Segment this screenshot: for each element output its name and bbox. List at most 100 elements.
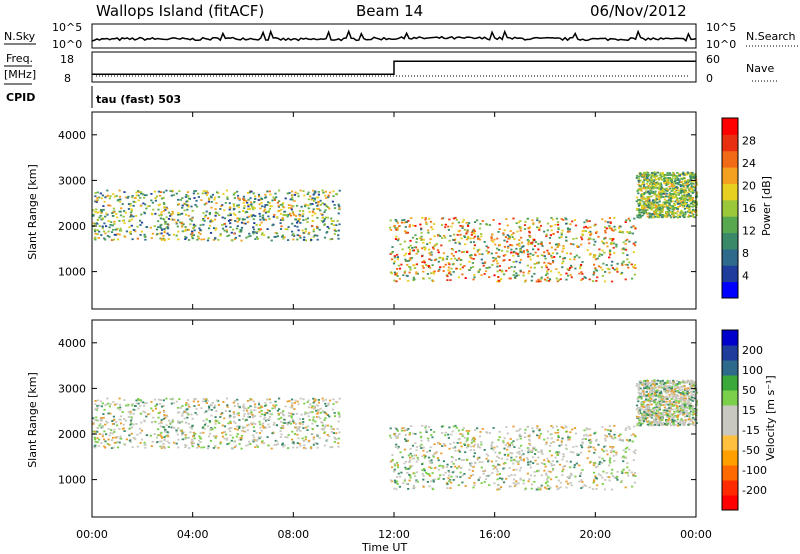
velocity-pixel <box>163 436 166 438</box>
velocity-pixel <box>608 476 611 479</box>
velocity-pixel <box>466 438 469 441</box>
power-pixel <box>160 211 163 213</box>
power-pixel <box>148 205 151 207</box>
power-pixel <box>691 173 694 175</box>
velocity-pixel <box>510 474 513 476</box>
power-pixel <box>405 232 408 234</box>
velocity-pixel <box>504 462 507 464</box>
power-pixel <box>316 216 319 219</box>
power-pixel <box>134 197 137 199</box>
power-pixel <box>421 255 424 258</box>
velocity-pixel <box>227 422 230 425</box>
power-pixel <box>543 255 546 258</box>
velocity-pixel <box>561 458 564 461</box>
power-pixel <box>264 204 267 206</box>
power-pixel <box>674 176 677 179</box>
power-pixel <box>674 180 677 183</box>
power-pixel <box>665 178 669 180</box>
power-pixel <box>651 206 654 208</box>
power-pixel <box>194 204 197 206</box>
power-pixel <box>595 232 598 234</box>
power-pixel <box>532 254 535 256</box>
velocity-pixel <box>150 445 153 447</box>
velocity-pixel <box>307 399 310 402</box>
velocity-pixel <box>108 434 111 437</box>
power-pixel <box>420 228 423 231</box>
velocity-pixel <box>100 420 103 422</box>
velocity-pixel <box>140 421 143 424</box>
power-pixel <box>666 201 669 204</box>
velocity-pixel <box>492 468 495 470</box>
power-pixel <box>477 237 480 240</box>
power-pixel <box>401 219 404 222</box>
power-pixel <box>181 230 184 233</box>
power-pixel <box>639 185 642 188</box>
power-pixel <box>242 201 245 204</box>
power-pixel <box>155 195 159 198</box>
power-pixel <box>671 174 674 176</box>
power-pixel <box>492 260 495 262</box>
velocity-pixel <box>506 442 509 445</box>
power-pixel <box>312 200 316 202</box>
velocity-pixel <box>604 428 607 431</box>
velocity-pixel <box>139 442 142 444</box>
power-pixel <box>104 215 107 218</box>
power-pixel <box>307 233 310 235</box>
freq-trace <box>92 60 696 75</box>
power-pixel <box>99 214 102 217</box>
velocity-pixel <box>244 430 247 433</box>
power-pixel <box>130 208 133 211</box>
power-pixel <box>665 199 668 202</box>
power-pixel <box>537 278 540 281</box>
velocity-pixel <box>619 433 622 436</box>
velocity-pixel <box>313 405 316 408</box>
velocity-pixel <box>292 413 295 416</box>
power-pixel <box>116 216 119 219</box>
velocity-pixel <box>517 482 520 485</box>
power-pixel <box>131 218 134 221</box>
power-pixel <box>632 251 635 254</box>
power-pixel <box>247 205 250 208</box>
power-pixel <box>688 207 691 209</box>
power-pixel <box>673 206 676 209</box>
velocity-pixel <box>593 471 596 474</box>
velocity-pixel <box>210 414 213 417</box>
velocity-pixel <box>454 424 457 427</box>
velocity-pixel <box>601 426 604 429</box>
power-pixel <box>662 192 665 195</box>
velocity-pixel <box>398 475 402 478</box>
velocity-pixel <box>608 464 611 467</box>
power-pixel <box>565 236 568 239</box>
velocity-pixel <box>584 438 587 440</box>
power-pixel <box>683 216 686 218</box>
power-pixel <box>680 196 683 199</box>
velocity-pixel <box>540 451 543 454</box>
power-pixel <box>328 207 331 210</box>
velocity-pixel <box>337 445 340 448</box>
power-pixel <box>240 226 244 229</box>
power-pixel <box>145 226 149 229</box>
velocity-pixel <box>503 437 506 440</box>
velocity-pixel <box>219 441 222 444</box>
power-pixel <box>661 172 664 175</box>
power-pixel <box>662 204 665 206</box>
velocity-pixel <box>295 412 299 415</box>
power-pixel <box>549 234 552 237</box>
velocity-pixel <box>286 423 289 426</box>
power-pixel <box>450 258 453 260</box>
power-pixel <box>524 279 527 282</box>
power-pixel <box>621 231 624 233</box>
power-pixel <box>694 210 697 213</box>
power-pixel <box>332 224 335 226</box>
velocity-pixel <box>548 450 551 452</box>
velocity-pixel <box>532 430 535 433</box>
power-pixel <box>472 247 476 250</box>
velocity-pixel <box>214 445 217 447</box>
power-pixel <box>667 195 670 198</box>
velocity-pixel <box>546 484 549 487</box>
power-pixel <box>659 193 662 196</box>
power-pixel <box>585 219 588 222</box>
velocity-pixel <box>642 417 645 419</box>
power-pixel <box>98 230 101 233</box>
velocity-pixel <box>294 426 297 429</box>
